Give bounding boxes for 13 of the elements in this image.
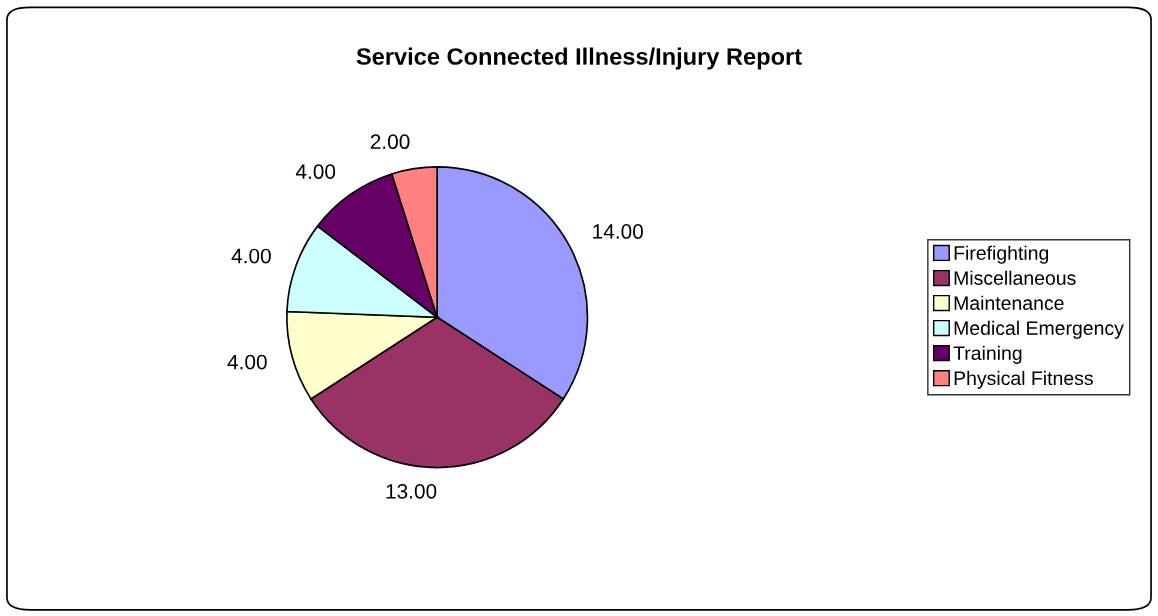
data-label: 4.00 bbox=[227, 354, 267, 370]
legend-label: Physical Fitness bbox=[954, 370, 1093, 389]
chart-title: Service Connected Illness/Injury Report bbox=[356, 47, 802, 70]
data-label: 4.00 bbox=[295, 164, 336, 179]
legend-label: Training bbox=[953, 345, 1022, 364]
legend-label: Miscellaneous bbox=[954, 270, 1076, 285]
data-label: 13.00 bbox=[386, 483, 437, 499]
legend-label: Maintenance bbox=[954, 295, 1064, 310]
data-label: 4.00 bbox=[231, 248, 271, 264]
data-label: 2.00 bbox=[370, 134, 410, 150]
legend-label: Firefighting bbox=[954, 245, 1049, 264]
legend-label: Medical Emergency bbox=[954, 320, 1124, 339]
data-label: 14.00 bbox=[593, 224, 643, 239]
